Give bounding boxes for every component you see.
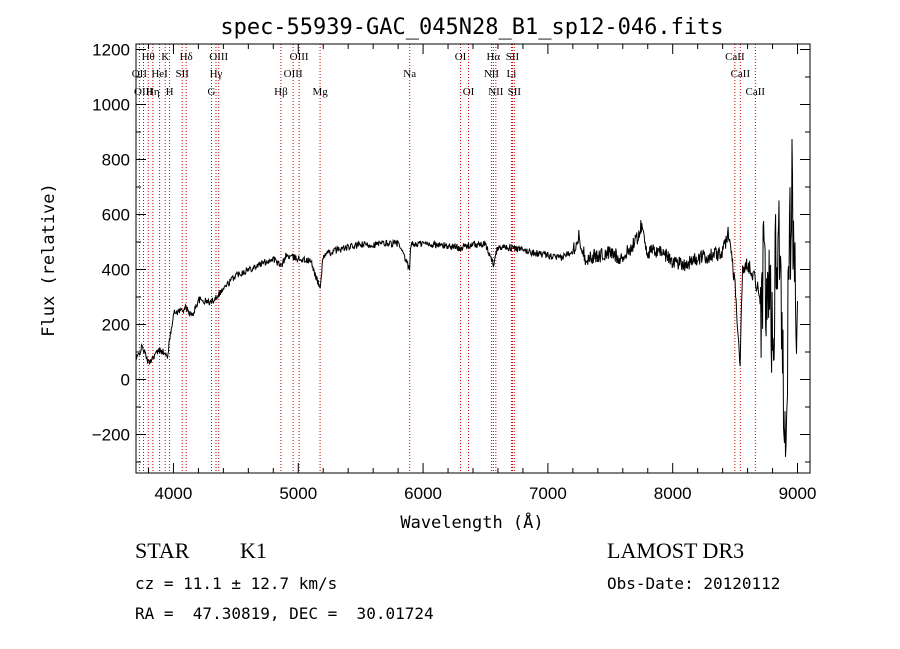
line-label: OI <box>463 86 475 98</box>
survey-name: LAMOST DR3 <box>607 538 745 563</box>
line-label: H <box>166 86 174 98</box>
y-tick-label: 400 <box>102 261 130 280</box>
x-axis: 4000 5000 6000 7000 8000 9000 <box>147 44 817 503</box>
x-tick-label: 6000 <box>404 484 442 503</box>
line-label: NII <box>484 68 500 80</box>
line-label: Na <box>403 68 416 80</box>
line-label: Hβ <box>274 86 288 98</box>
line-label: NII <box>488 86 504 98</box>
y-axis-label: Flux (relative) <box>39 183 59 337</box>
line-label: SII <box>508 86 522 98</box>
line-label: CaII <box>731 68 751 80</box>
x-tick-label: 9000 <box>779 484 817 503</box>
chart-title: spec-55939-GAC_045N28_B1_sp12-046.fits <box>220 15 723 40</box>
line-label: SII <box>175 68 189 80</box>
object-subclass: K1 <box>240 538 267 563</box>
y-tick-label: 200 <box>102 316 130 335</box>
line-label: Hθ <box>142 51 155 63</box>
cz-value: cz = 11.1 ± 12.7 km/s <box>135 574 338 593</box>
line-label: Hδ <box>180 51 193 63</box>
line-label: G <box>208 86 216 98</box>
line-label: CaII <box>746 86 766 98</box>
y-tick-label: 1000 <box>92 96 130 115</box>
line-label: OI <box>455 51 467 63</box>
line-label: Hη <box>146 86 160 98</box>
obs-date: Obs-Date: 20120112 <box>607 574 781 593</box>
line-label: Hα <box>486 51 500 63</box>
line-label: K <box>161 51 169 63</box>
line-label: OIII <box>209 51 228 63</box>
y-tick-label: 1200 <box>92 41 130 60</box>
line-label: OII <box>132 68 148 80</box>
y-tick-label: −200 <box>92 426 130 445</box>
y-tick-label: 800 <box>102 151 130 170</box>
line-label: SII <box>506 51 520 63</box>
line-label: Mg <box>312 86 328 98</box>
x-tick-label: 5000 <box>279 484 317 503</box>
line-label: HeI <box>151 68 168 80</box>
x-tick-label: 7000 <box>529 484 567 503</box>
coordinates: RA = 47.30819, DEC = 30.01724 <box>135 604 434 623</box>
line-label: OIII <box>290 51 309 63</box>
line-markers <box>138 44 756 473</box>
line-label: Hγ <box>210 68 223 80</box>
x-axis-label: Wavelength (Å) <box>400 511 543 533</box>
spectrum-line <box>135 138 798 457</box>
y-tick-label: 0 <box>121 371 130 390</box>
y-tick-label: 600 <box>102 206 130 225</box>
line-label: CaII <box>725 51 745 63</box>
line-label: OIII <box>284 68 303 80</box>
plot-frame <box>135 43 811 474</box>
x-tick-label: 8000 <box>654 484 692 503</box>
spectrum-series <box>135 138 798 457</box>
object-class: STAR <box>135 538 190 563</box>
x-tick-label: 4000 <box>155 484 193 503</box>
line-label: OIII <box>134 86 153 98</box>
line-label: Li <box>507 68 517 80</box>
y-axis: −200 0 200 400 600 800 1000 1200 <box>92 41 810 463</box>
